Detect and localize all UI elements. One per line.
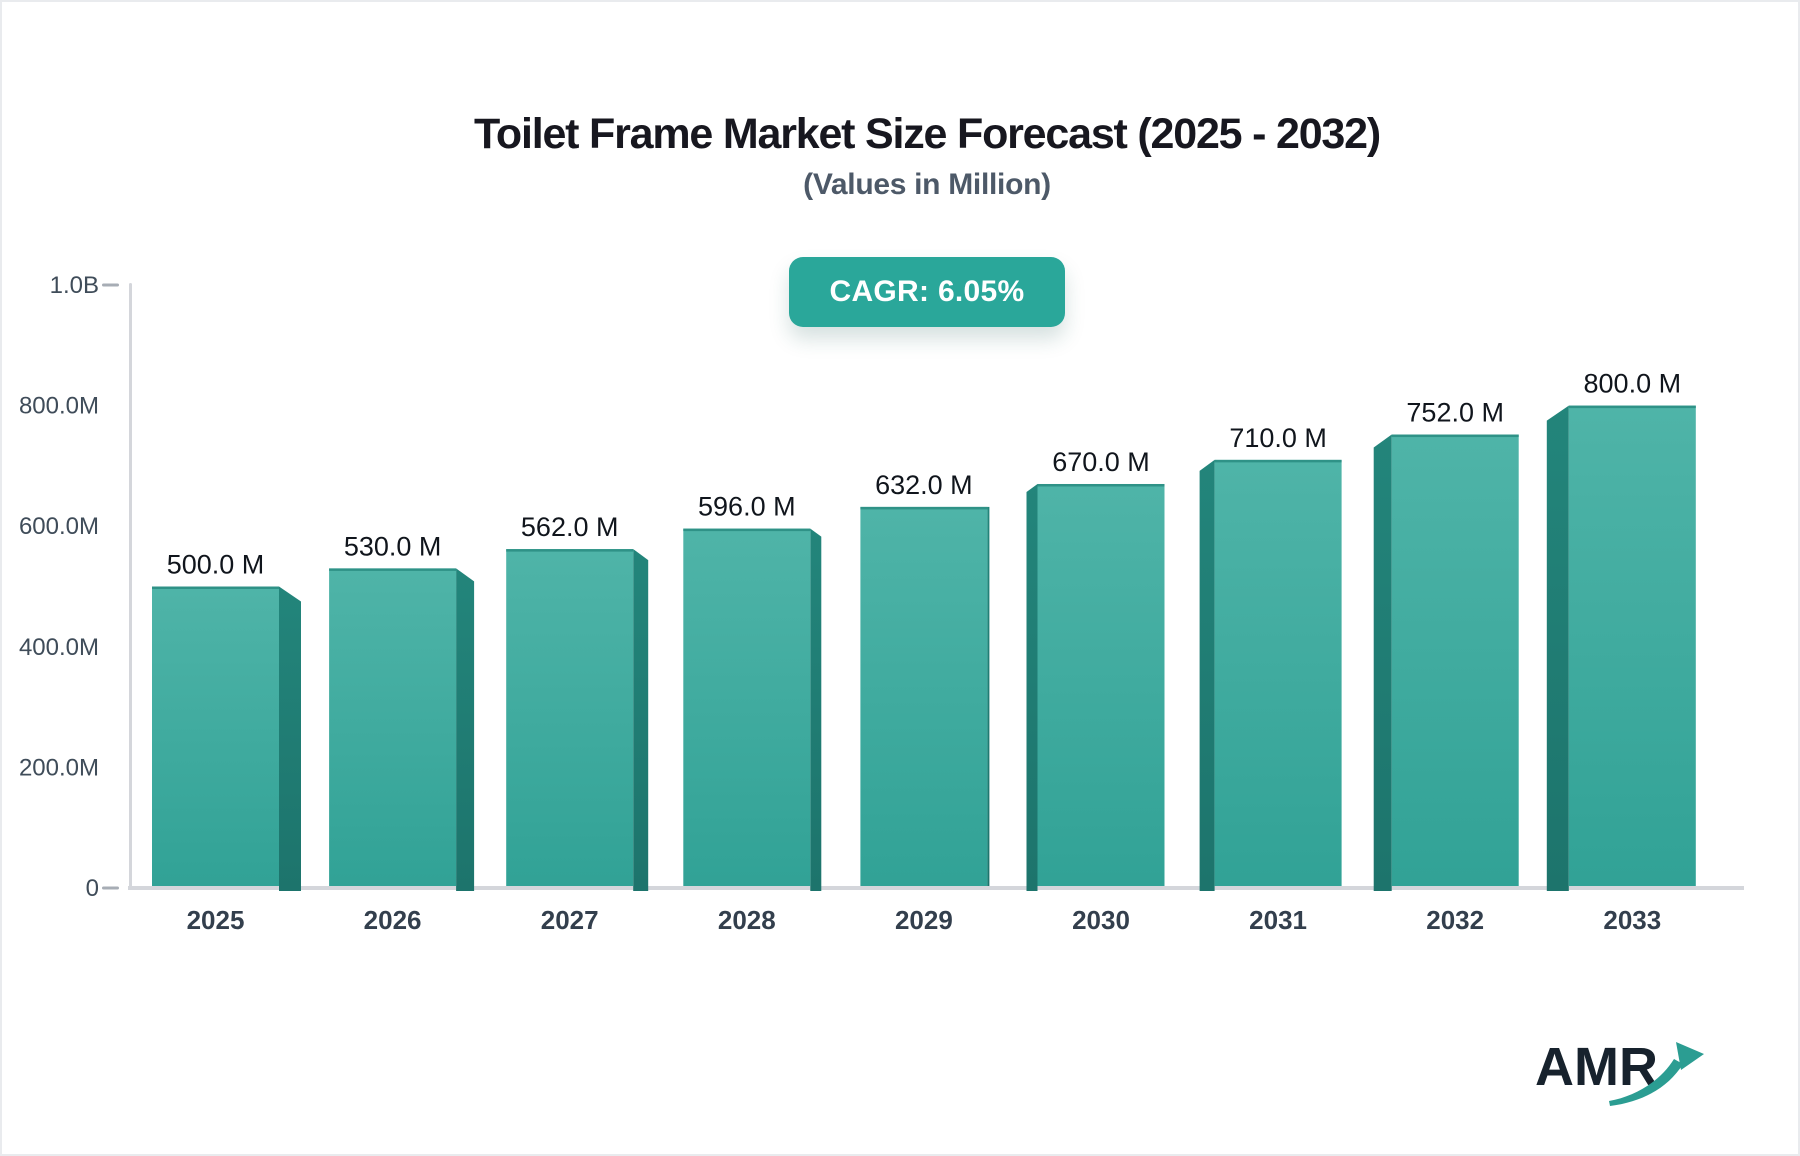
bar-top-edge-2029: [860, 506, 988, 510]
bar-2030: [1037, 483, 1165, 886]
page-subtitle: (Values in Million): [803, 168, 1051, 201]
value-label-2026: 530.0 M: [344, 531, 442, 561]
bar-2029: [860, 506, 988, 886]
bar-side-2030: [1026, 483, 1038, 891]
x-tick-label-2026: 2026: [364, 905, 422, 935]
x-tick-label-2032: 2032: [1426, 905, 1484, 935]
bar-top-edge-2033: [1568, 405, 1696, 409]
x-axis-line: [128, 886, 1744, 890]
value-label-2029: 632.0 M: [875, 470, 973, 500]
bar-top-edge-2026: [329, 568, 457, 571]
x-tick-label-2030: 2030: [1072, 905, 1130, 935]
bar-side-2028: [810, 528, 822, 891]
bar-side-2026: [456, 568, 475, 891]
bar-side-2032: [1373, 434, 1392, 891]
value-label-2025: 500.0 M: [167, 550, 265, 580]
bar-2028: [683, 528, 811, 886]
bar-2025: [152, 586, 279, 886]
value-label-2030: 670.0 M: [1052, 447, 1150, 477]
cagr-badge: CAGR: 6.05%: [789, 257, 1065, 327]
amr-logo-text: AMR: [1535, 1037, 1658, 1097]
y-axis-line: [129, 283, 132, 890]
growth-arrow-icon: [1609, 1042, 1704, 1106]
value-label-2032: 752.0 M: [1406, 398, 1504, 428]
value-label-2033: 800.0 M: [1584, 369, 1682, 399]
bar-top-edge-2025: [152, 586, 279, 589]
bar-side-2027: [633, 549, 649, 891]
value-label-2028: 596.0 M: [698, 492, 796, 522]
y-tick-label-600.0M: 600.0M: [19, 513, 99, 540]
x-tick-label-2025: 2025: [187, 905, 245, 935]
y-tick-label-1.0B: 1.0B: [50, 272, 99, 299]
bar-top-edge-2028: [683, 528, 811, 532]
y-tick-label-800.0M: 800.0M: [19, 393, 99, 420]
x-tick-label-2028: 2028: [718, 905, 776, 935]
bar-2033: [1568, 405, 1696, 886]
x-tick-label-2031: 2031: [1249, 905, 1307, 935]
bar-2031: [1214, 459, 1342, 886]
bar-side-2031: [1199, 459, 1215, 891]
page-title: Toilet Frame Market Size Forecast (2025 …: [474, 110, 1381, 158]
bar-2032: [1391, 434, 1519, 886]
y-tick-label-200.0M: 200.0M: [19, 754, 99, 781]
bar-side-2033: [1546, 405, 1569, 891]
x-tick-label-2029: 2029: [895, 905, 953, 935]
cagr-badge-row: CAGR: 6.05%: [56, 257, 1798, 327]
value-label-2031: 710.0 M: [1229, 423, 1327, 453]
value-label-2027: 562.0 M: [521, 512, 619, 542]
bar-top-edge-2030: [1037, 483, 1165, 487]
y-tick-label-400.0M: 400.0M: [19, 634, 99, 661]
y-tick-dash-0: [102, 886, 119, 890]
y-tick-dash-1.0B: [102, 283, 119, 287]
bar-2026: [329, 568, 457, 886]
y-tick-label-0: 0: [86, 875, 99, 902]
x-tick-label-2033: 2033: [1603, 905, 1661, 935]
bar-2027: [506, 549, 634, 886]
bar-top-edge-2032: [1391, 434, 1519, 438]
x-tick-label-2027: 2027: [541, 905, 599, 935]
bar-side-2025: [279, 586, 301, 891]
bar-top-edge-2031: [1214, 459, 1342, 463]
bar-side-2029: [987, 506, 990, 886]
bar-top-edge-2027: [506, 549, 634, 552]
